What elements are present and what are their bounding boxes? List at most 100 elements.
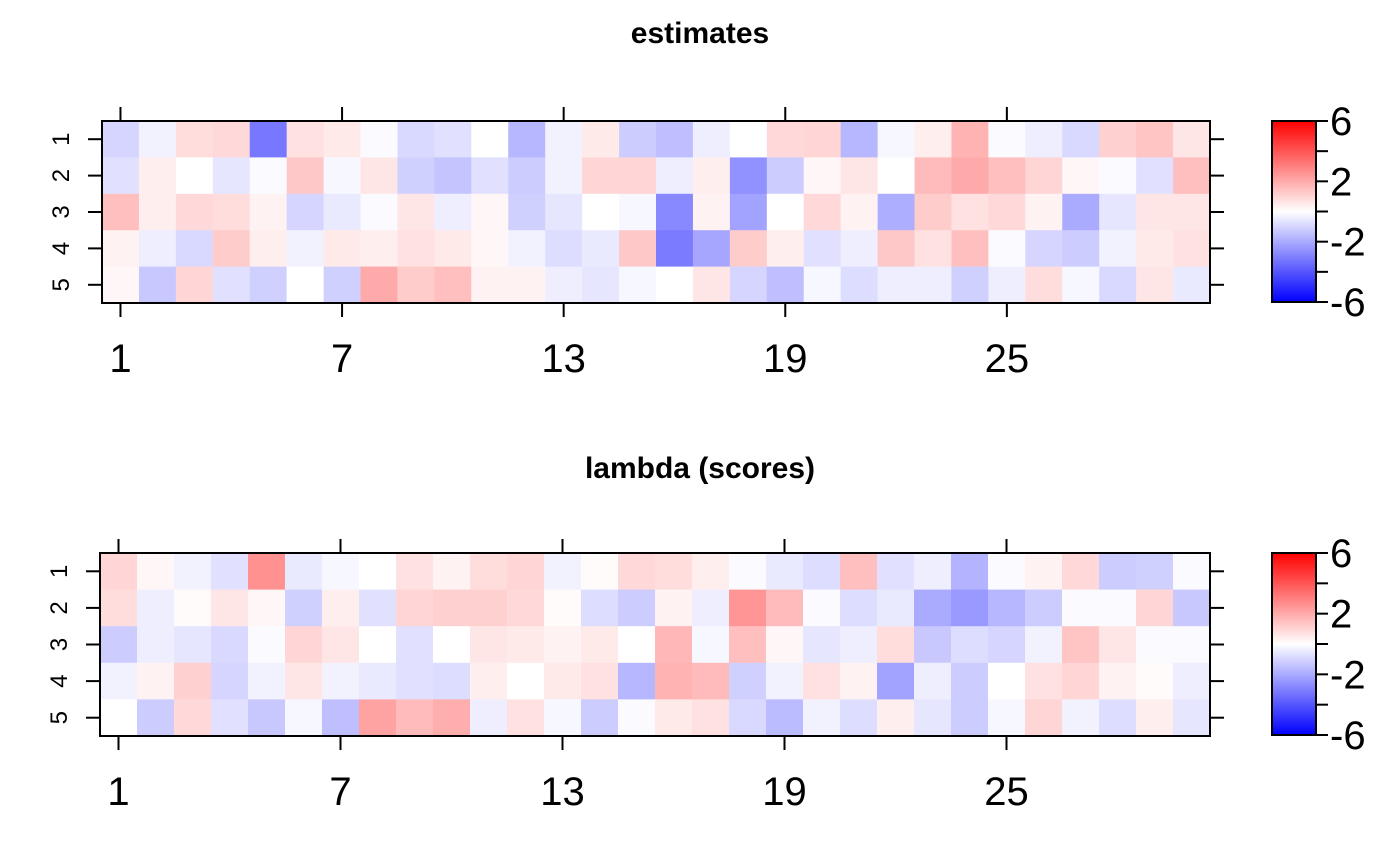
lambda-x-tick-label: 25 — [984, 770, 1029, 814]
lambda-cell — [285, 662, 323, 700]
estimates-cell — [397, 157, 435, 195]
lambda-cell — [692, 626, 730, 664]
estimates-cell — [1173, 157, 1211, 195]
lambda-cell — [877, 626, 915, 664]
lambda-cell — [248, 553, 286, 591]
lambda-x-tick-label: 1 — [107, 770, 129, 814]
estimates-x-tick-label: 1 — [109, 337, 131, 381]
lambda-cell — [507, 626, 545, 664]
lambda-cell — [1136, 589, 1174, 627]
estimates-cell — [1062, 121, 1100, 158]
estimates-x-tick-label: 13 — [541, 337, 586, 381]
lambda-x-tick-label: 7 — [329, 770, 351, 814]
lambda-cell — [988, 662, 1026, 700]
estimates-cell — [434, 121, 472, 158]
lambda-cell — [470, 553, 508, 591]
estimates-cell — [914, 121, 953, 158]
estimates-cell — [508, 193, 546, 231]
estimates-cell — [286, 121, 325, 158]
lambda-cell — [692, 589, 730, 627]
lambda-x-tick-label: 19 — [762, 770, 807, 814]
lambda-cell — [692, 553, 730, 591]
lambda-cell — [988, 699, 1026, 737]
estimates-cell — [212, 193, 251, 231]
estimates-colorbar-label: -6 — [1330, 281, 1366, 325]
lambda-cell — [655, 626, 693, 664]
lambda-cell — [1062, 553, 1100, 591]
lambda-cell — [248, 589, 286, 627]
lambda-cell — [211, 553, 249, 591]
estimates-cell — [323, 157, 362, 195]
lambda-cell — [1136, 626, 1174, 664]
lambda-cell — [396, 699, 434, 737]
lambda-cell — [285, 589, 323, 627]
lambda-cell — [470, 699, 508, 737]
estimates-y-tick-label: 5 — [48, 278, 75, 291]
lambda-cell — [433, 553, 471, 591]
estimates-cell — [692, 230, 731, 268]
lambda-cell — [1173, 662, 1211, 700]
estimates-cell — [766, 193, 805, 231]
lambda-cell — [803, 626, 841, 664]
estimates-cell — [397, 230, 435, 268]
lambda-cell — [285, 626, 323, 664]
lambda-cell — [1136, 553, 1174, 591]
lambda-cell — [766, 589, 804, 627]
lambda-cell — [803, 699, 841, 737]
estimates-cell — [1062, 193, 1100, 231]
lambda-cell — [914, 589, 952, 627]
estimates-cell — [471, 193, 509, 231]
estimates-cell — [914, 266, 953, 304]
lambda-cell — [655, 699, 693, 737]
lambda-cell — [618, 699, 656, 737]
lambda-panel: lambda (scores) 1 7 13 19 25 1 2 3 4 5 6 2 -2 -6 — [46, 452, 1366, 814]
estimates-cell — [951, 121, 989, 158]
estimates-cell — [212, 266, 251, 304]
lambda-cell — [137, 662, 175, 700]
estimates-cell — [545, 193, 583, 231]
estimates-cells — [102, 121, 1211, 304]
estimates-cell — [1173, 230, 1211, 268]
estimates-cell — [249, 157, 288, 195]
lambda-cell — [729, 626, 767, 664]
lambda-cell — [951, 626, 989, 664]
lambda-cell — [618, 589, 656, 627]
estimates-cell — [471, 266, 509, 304]
lambda-title: lambda (scores) — [585, 452, 815, 485]
lambda-cell — [988, 589, 1026, 627]
lambda-cell — [803, 662, 841, 700]
estimates-cell — [619, 157, 657, 195]
estimates-cell — [175, 230, 214, 268]
lambda-cell — [655, 553, 693, 591]
lambda-cell — [1099, 553, 1137, 591]
lambda-cell — [544, 553, 582, 591]
estimates-cell — [434, 230, 472, 268]
lambda-cell — [396, 553, 434, 591]
lambda-cell — [211, 662, 249, 700]
lambda-colorbar: 6 2 -2 -6 — [1271, 532, 1366, 758]
estimates-cell — [249, 266, 288, 304]
lambda-cell — [1173, 553, 1211, 591]
estimates-cell — [582, 193, 620, 231]
lambda-cell — [581, 553, 619, 591]
lambda-cell — [100, 626, 138, 664]
estimates-cell — [102, 266, 140, 304]
estimates-cell — [1136, 157, 1174, 195]
lambda-cell — [359, 626, 397, 664]
lambda-cell — [285, 699, 323, 737]
estimates-cell — [508, 121, 546, 158]
lambda-cell — [470, 662, 508, 700]
lambda-cell — [322, 553, 360, 591]
estimates-cell — [545, 230, 583, 268]
lambda-cell — [433, 662, 471, 700]
lambda-cell — [1025, 626, 1063, 664]
estimates-cell — [471, 121, 509, 158]
estimates-axes: 1 7 13 19 25 1 2 3 4 5 — [48, 107, 1224, 381]
estimates-cell — [729, 193, 768, 231]
estimates-cell — [102, 230, 140, 268]
estimates-colorbar-label: -2 — [1330, 221, 1366, 265]
estimates-y-tick-label: 3 — [48, 205, 75, 218]
lambda-cell — [544, 662, 582, 700]
estimates-cell — [803, 157, 842, 195]
lambda-cell — [766, 662, 804, 700]
